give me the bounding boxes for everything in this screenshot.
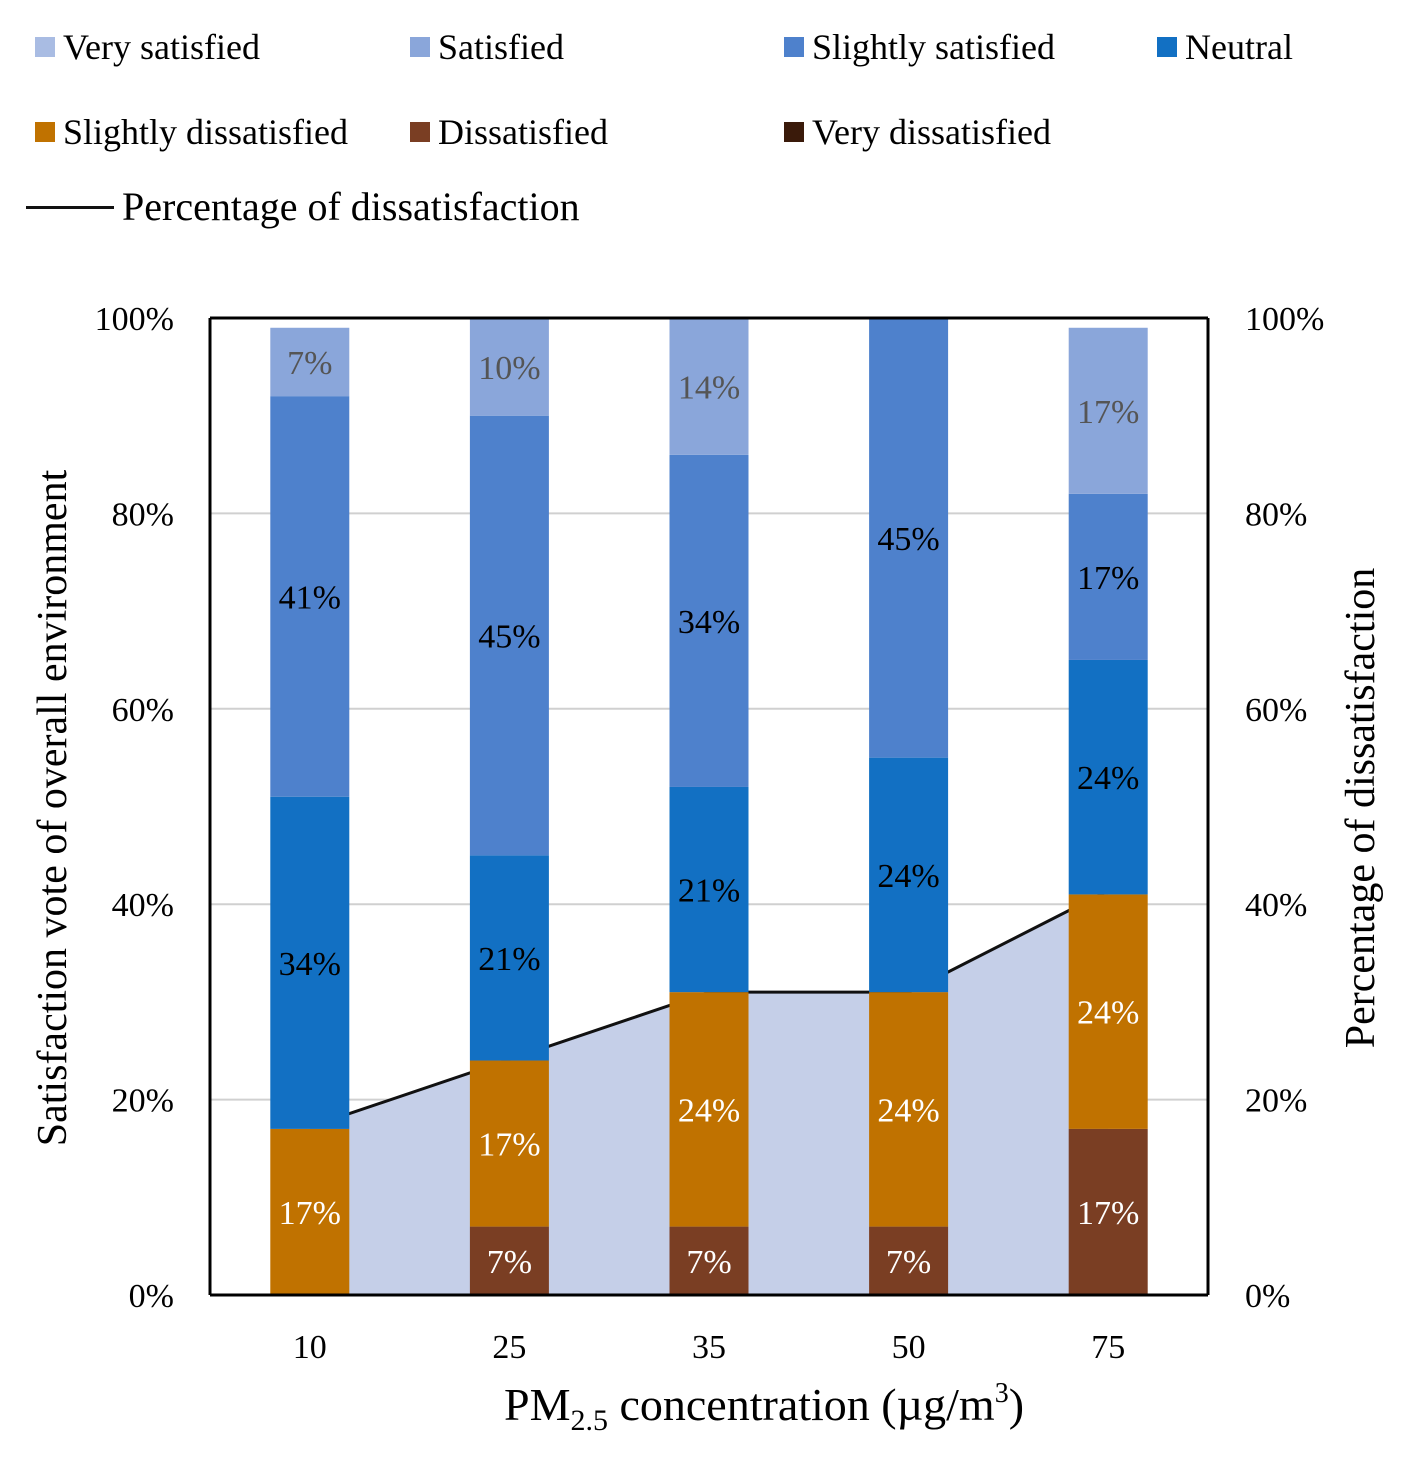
y-tick-label-right: 0% [1245,1278,1290,1315]
legend-label: Very satisfied [63,27,260,67]
bar-segment [669,992,749,1227]
x-tick-label: 35 [692,1329,726,1366]
legend-swatch [35,122,55,142]
data-label: 10% [478,350,540,387]
legend-item-very-dissatisfied: Very dissatisfied [784,112,1051,152]
bar-segment [669,454,749,787]
data-label: 17% [279,1195,341,1232]
data-label: 7% [886,1244,931,1281]
data-label: 21% [478,941,540,978]
bar-segment [469,1226,549,1295]
data-label: 24% [1077,995,1139,1032]
bar-segment [1068,327,1148,494]
data-label: 7% [487,1244,532,1281]
legend-item-satisfied: Satisfied [410,27,564,67]
data-label: 17% [1077,394,1139,431]
legend-label: Percentage of dissatisfaction [122,184,580,229]
y-tick-label-left: 20% [112,1083,174,1120]
legend-label: Satisfied [438,27,564,67]
data-label: 45% [478,619,540,656]
bar-segment [669,318,749,455]
bar-segment [1068,1128,1148,1295]
legend-item-dissatisfied: Dissatisfied [410,112,608,152]
bar-segment [270,396,350,797]
legend-swatch [410,37,430,57]
data-label: 17% [1077,1195,1139,1232]
legend-item-slightly-dissatisfied: Slightly dissatisfied [35,112,348,152]
bar-segment [270,796,350,1129]
y-tick-label-right: 60% [1245,692,1307,729]
legend-swatch [784,37,804,57]
legend-swatch [35,37,55,57]
x-tick-label: 25 [492,1329,526,1366]
legend-label: Very dissatisfied [812,112,1051,152]
axes [208,316,1210,1297]
data-label: 24% [877,1092,939,1129]
bar-segment [469,318,549,416]
bar-segment [869,318,949,758]
data-label: 24% [678,1092,740,1129]
x-tick-label: 10 [293,1329,327,1366]
bar-segment [869,757,949,993]
data-label: 21% [678,873,740,910]
x-tick-label: 50 [892,1329,926,1366]
bar-segment [469,855,549,1061]
x-axis-label: PM2.5 concentration (µg/m3) [504,1378,1024,1437]
y-tick-label-right: 100% [1245,301,1324,338]
tick-labels: 0% 0% 20% 20% 40% 40% 60% 60% 80% 80% 100% 100% 10 25… [95,301,1325,1366]
y-tick-label-left: 100% [95,301,174,338]
x-tick-label: 75 [1091,1329,1125,1366]
y-tick-label-right: 80% [1245,496,1307,533]
data-label: 14% [678,369,740,406]
y-tick-label-left: 40% [112,887,174,924]
legend-item-very-satisfied: Very satisfied [35,27,260,67]
legend-label: Slightly dissatisfied [63,112,349,152]
data-label: 34% [678,604,740,641]
bar-segment [469,1060,549,1227]
bar-segment [270,1128,350,1295]
bar-segment [1068,894,1148,1129]
y-tick-label-left: 80% [112,496,174,533]
data-label: 41% [279,579,341,616]
legend-label: Neutral [1185,27,1293,67]
legend-swatch [1157,37,1177,57]
bar-segment [469,415,549,856]
legend-item-neutral: Neutral [1157,27,1293,67]
bars [270,318,1148,1295]
y-tick-label-right: 40% [1245,887,1307,924]
bar-segment [669,786,749,993]
segment-labels: 17% 34% 41% 7% 7% 17% 21% 45% 10% 7% 24% 21% 34% 14% 7… [279,345,1140,1281]
legend-label: Dissatisfied [438,112,608,152]
data-label: 34% [279,946,341,983]
legend: Very satisfied Satisfied Slightly satisf… [0,0,1416,250]
legend-line-swatch [26,205,114,209]
legend-label: Slightly satisfied [812,27,1055,67]
legend-swatch [784,122,804,142]
bar-segment [270,327,350,397]
data-label: 45% [877,521,939,558]
bar-segment [869,992,949,1227]
data-label: 7% [287,345,332,382]
legend-item-dissatisfaction-line: Percentage of dissatisfaction [26,187,580,227]
legend-swatch [410,122,430,142]
data-label: 17% [478,1127,540,1164]
data-label: 24% [1077,760,1139,797]
y-axis-label-left: Satisfaction vote of overall environment [30,469,76,1146]
bar-segment [669,1226,749,1295]
data-label: 24% [877,858,939,895]
y-tick-label-left: 0% [129,1278,174,1315]
y-tick-label-right: 20% [1245,1083,1307,1120]
legend-item-slightly-satisfied: Slightly satisfied [784,27,1055,67]
bar-segment [1068,493,1148,660]
y-axis-label-right: Percentage of dissatisfaction [1338,568,1384,1049]
y-tick-label-left: 60% [112,692,174,729]
bar-segment [1068,659,1148,895]
data-label: 17% [1077,560,1139,597]
bar-segment [869,1226,949,1295]
data-label: 7% [686,1244,731,1281]
